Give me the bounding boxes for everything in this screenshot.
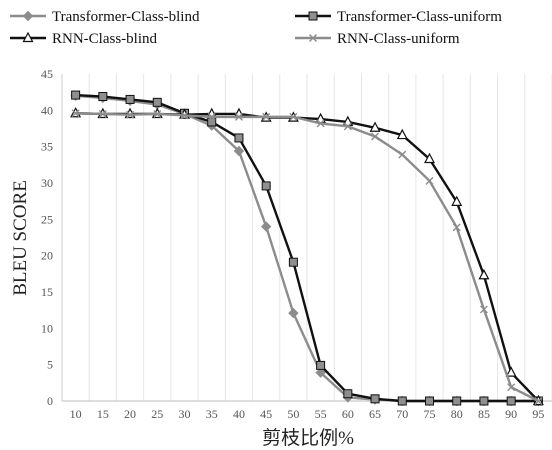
point-marker bbox=[71, 90, 81, 100]
point-marker bbox=[398, 150, 407, 159]
series-3 bbox=[71, 109, 543, 405]
x-tick-label: 90 bbox=[505, 407, 517, 421]
x-tick-label: 80 bbox=[451, 407, 463, 421]
legend-label: RNN-Class-uniform bbox=[337, 31, 460, 47]
x-tick-label: 65 bbox=[369, 407, 381, 421]
point-marker bbox=[288, 257, 298, 267]
point-marker bbox=[234, 133, 244, 143]
point-marker bbox=[507, 383, 516, 392]
point-marker bbox=[478, 269, 490, 280]
x-tick-label: 10 bbox=[70, 407, 82, 421]
legend-item: Transformer-Class-blind bbox=[10, 9, 200, 25]
legend-label: Transformer-Class-uniform bbox=[337, 9, 502, 25]
point-marker bbox=[98, 109, 107, 118]
x-tick-label: 15 bbox=[97, 407, 109, 421]
point-marker bbox=[506, 396, 516, 406]
y-tick-label: 5 bbox=[47, 358, 53, 372]
point-marker bbox=[315, 367, 326, 378]
grid bbox=[88, 74, 552, 401]
point-marker bbox=[397, 396, 407, 406]
point-marker bbox=[289, 112, 298, 121]
legend-swatch-marker bbox=[308, 11, 318, 21]
point-marker bbox=[316, 360, 326, 370]
y-tick-label: 40 bbox=[41, 103, 53, 117]
legend-item: RNN-Class-uniform bbox=[295, 31, 460, 47]
x-tick-labels: 10 15 20 25 30 35 40 45 50 55 60 65 70 75 80 85 90 95 bbox=[70, 407, 545, 421]
point-marker bbox=[98, 92, 108, 102]
legend-item: RNN-Class-blind bbox=[10, 31, 158, 47]
x-tick-label: 75 bbox=[424, 407, 436, 421]
y-tick-label: 35 bbox=[41, 140, 53, 154]
point-marker bbox=[369, 121, 381, 132]
legend-swatch-marker bbox=[309, 34, 317, 42]
x-tick-label: 25 bbox=[151, 407, 163, 421]
point-marker bbox=[233, 145, 245, 157]
point-marker bbox=[207, 112, 216, 121]
legend-label: RNN-Class-blind bbox=[52, 31, 158, 47]
point-marker bbox=[343, 122, 352, 131]
x-tick-label: 45 bbox=[260, 407, 272, 421]
point-marker bbox=[534, 397, 543, 405]
point-marker bbox=[288, 307, 299, 319]
point-marker bbox=[71, 109, 80, 118]
point-marker bbox=[425, 396, 434, 406]
point-marker bbox=[396, 128, 408, 140]
series-group bbox=[70, 90, 544, 407]
y-tick-label: 15 bbox=[41, 285, 53, 299]
point-marker bbox=[452, 223, 461, 232]
x-tick-label: 50 bbox=[287, 407, 299, 421]
legend-item: Transformer-Class-uniform bbox=[295, 9, 502, 25]
point-marker bbox=[126, 110, 135, 119]
y-tick-labels: 0 5 10 15 20 25 30 35 40 45 bbox=[41, 67, 53, 408]
y-tick-label: 20 bbox=[41, 249, 53, 263]
legend-swatch-marker bbox=[22, 31, 34, 43]
point-marker bbox=[425, 176, 434, 185]
legend-swatch-marker bbox=[22, 10, 34, 22]
point-marker bbox=[152, 97, 162, 107]
x-tick-label: 55 bbox=[315, 407, 327, 421]
legend-label: Transformer-Class-blind bbox=[52, 9, 200, 25]
x-tick-label: 40 bbox=[233, 407, 245, 421]
point-marker bbox=[424, 152, 435, 164]
point-marker bbox=[262, 112, 271, 121]
point-marker bbox=[479, 396, 489, 406]
point-marker bbox=[451, 195, 463, 206]
x-tick-label: 35 bbox=[206, 407, 218, 421]
point-marker bbox=[452, 396, 462, 406]
legend: Transformer-Class-blind Transformer-Class… bbox=[10, 9, 502, 47]
x-tick-label: 70 bbox=[396, 407, 408, 421]
x-tick-label: 85 bbox=[478, 407, 490, 421]
point-marker bbox=[125, 94, 135, 104]
y-tick-label: 0 bbox=[47, 394, 53, 408]
y-tick-label: 25 bbox=[41, 212, 53, 226]
y-tick-label: 30 bbox=[41, 176, 53, 190]
series-line bbox=[75, 93, 539, 403]
point-marker bbox=[343, 389, 353, 399]
y-axis-title: BLEU SCORE bbox=[10, 180, 31, 296]
series-line bbox=[75, 112, 539, 403]
x-tick-label: 95 bbox=[532, 407, 544, 421]
point-marker bbox=[479, 305, 488, 314]
x-axis-title: 剪枝比例% bbox=[262, 427, 354, 449]
point-marker bbox=[505, 366, 517, 377]
point-marker bbox=[260, 221, 272, 232]
x-tick-label: 20 bbox=[124, 407, 136, 421]
x-tick-label: 30 bbox=[179, 407, 191, 421]
point-marker bbox=[316, 119, 325, 128]
y-tick-label: 10 bbox=[41, 321, 53, 335]
y-tick-label: 45 bbox=[41, 67, 53, 81]
point-marker bbox=[153, 109, 162, 118]
point-marker bbox=[370, 394, 380, 404]
point-marker bbox=[371, 132, 380, 141]
point-marker bbox=[261, 181, 271, 191]
point-marker bbox=[180, 111, 189, 120]
point-marker bbox=[234, 112, 243, 121]
x-tick-label: 60 bbox=[342, 407, 354, 421]
